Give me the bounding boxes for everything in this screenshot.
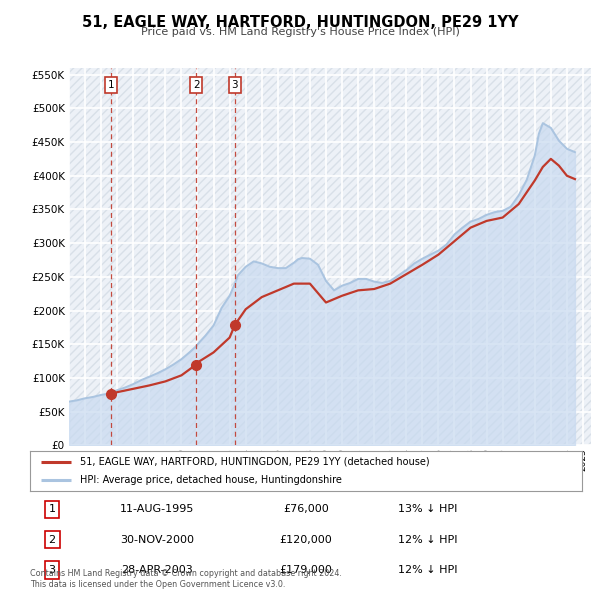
Text: £120,000: £120,000 bbox=[280, 535, 332, 545]
Text: 1: 1 bbox=[107, 80, 114, 90]
Text: 3: 3 bbox=[49, 565, 56, 575]
Text: 11-AUG-1995: 11-AUG-1995 bbox=[120, 504, 194, 514]
Text: 51, EAGLE WAY, HARTFORD, HUNTINGDON, PE29 1YY (detached house): 51, EAGLE WAY, HARTFORD, HUNTINGDON, PE2… bbox=[80, 457, 430, 467]
Text: 1: 1 bbox=[49, 504, 56, 514]
Text: 13% ↓ HPI: 13% ↓ HPI bbox=[398, 504, 457, 514]
Text: 2: 2 bbox=[49, 535, 56, 545]
Text: 51, EAGLE WAY, HARTFORD, HUNTINGDON, PE29 1YY: 51, EAGLE WAY, HARTFORD, HUNTINGDON, PE2… bbox=[82, 15, 518, 30]
Text: Price paid vs. HM Land Registry's House Price Index (HPI): Price paid vs. HM Land Registry's House … bbox=[140, 27, 460, 37]
Text: 2: 2 bbox=[193, 80, 200, 90]
Text: 28-APR-2003: 28-APR-2003 bbox=[121, 565, 193, 575]
Text: 12% ↓ HPI: 12% ↓ HPI bbox=[398, 565, 457, 575]
Text: 12% ↓ HPI: 12% ↓ HPI bbox=[398, 535, 457, 545]
Text: £76,000: £76,000 bbox=[283, 504, 329, 514]
Text: Contains HM Land Registry data © Crown copyright and database right 2024.
This d: Contains HM Land Registry data © Crown c… bbox=[30, 569, 342, 589]
Text: 3: 3 bbox=[232, 80, 238, 90]
Text: HPI: Average price, detached house, Huntingdonshire: HPI: Average price, detached house, Hunt… bbox=[80, 475, 341, 485]
Text: £179,000: £179,000 bbox=[280, 565, 332, 575]
Text: 30-NOV-2000: 30-NOV-2000 bbox=[120, 535, 194, 545]
FancyBboxPatch shape bbox=[69, 68, 591, 445]
